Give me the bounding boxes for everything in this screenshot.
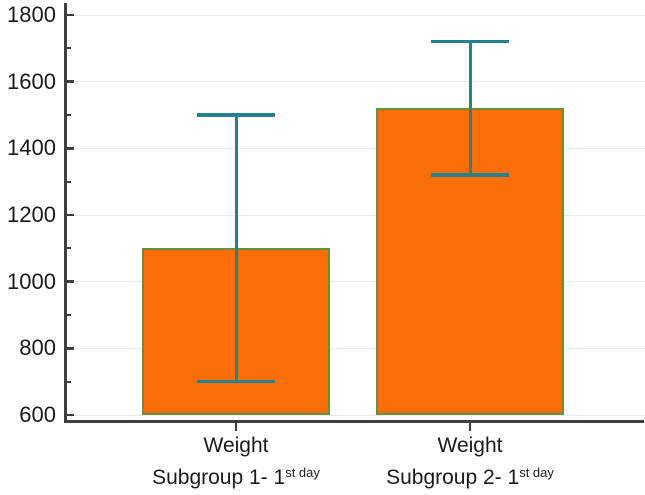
y-minor-tick bbox=[66, 114, 71, 116]
error-bar-cap-bottom bbox=[197, 379, 275, 384]
y-tick-label: 1200 bbox=[7, 202, 56, 227]
y-major-tick bbox=[66, 13, 74, 17]
y-axis-line bbox=[64, 3, 67, 423]
x-category-label-line2-main: Subgroup 1- 1 bbox=[152, 466, 286, 489]
gridline bbox=[66, 147, 645, 149]
y-major-tick bbox=[66, 213, 74, 217]
gridline bbox=[66, 347, 645, 349]
y-tick-label: 800 bbox=[19, 335, 56, 361]
error-bar-stem bbox=[234, 115, 238, 382]
x-category-label-line2-superscript: st day bbox=[519, 465, 554, 480]
y-tick-label: 1600 bbox=[7, 68, 56, 94]
error-bar-cap-top bbox=[431, 39, 509, 44]
x-category-label-line2-superscript: st day bbox=[285, 465, 320, 480]
x-category-label-line1: Weight bbox=[203, 434, 269, 457]
y-minor-tick bbox=[66, 47, 71, 50]
gridline bbox=[66, 214, 645, 216]
x-category-label-line2: Subgroup 2- 1st day bbox=[330, 459, 610, 491]
y-minor-tick bbox=[66, 380, 71, 383]
y-major-tick bbox=[66, 147, 74, 150]
error-bar-cap-bottom bbox=[431, 173, 509, 177]
x-axis-line bbox=[64, 420, 644, 423]
y-minor-tick bbox=[66, 180, 71, 183]
gridline bbox=[66, 414, 645, 416]
x-category-label-line2-main: Subgroup 2- 1 bbox=[386, 466, 520, 489]
y-major-tick bbox=[66, 413, 74, 417]
y-tick-label: 600 bbox=[19, 402, 56, 427]
y-tick-label: 1800 bbox=[7, 2, 56, 27]
x-category-label-line2: Subgroup 1- 1st day bbox=[96, 459, 376, 491]
x-tick bbox=[468, 423, 472, 431]
x-category-label-line1: Weight bbox=[437, 434, 503, 457]
gridline bbox=[66, 14, 645, 16]
gridline bbox=[66, 81, 645, 83]
y-minor-tick bbox=[66, 247, 71, 250]
y-tick-label: 1400 bbox=[7, 135, 56, 161]
gridline bbox=[66, 281, 645, 283]
error-bar-cap-top bbox=[197, 113, 275, 117]
x-tick bbox=[234, 423, 238, 431]
y-tick-label: 1000 bbox=[7, 268, 56, 294]
x-category-label: Weight Subgroup 2- 1st day bbox=[330, 432, 610, 491]
y-major-tick bbox=[66, 347, 74, 350]
x-category-label: Weight Subgroup 1- 1st day bbox=[96, 432, 376, 491]
y-minor-tick bbox=[66, 314, 71, 316]
y-major-tick bbox=[66, 280, 74, 283]
y-major-tick bbox=[66, 80, 74, 83]
error-bar-stem bbox=[468, 41, 472, 175]
